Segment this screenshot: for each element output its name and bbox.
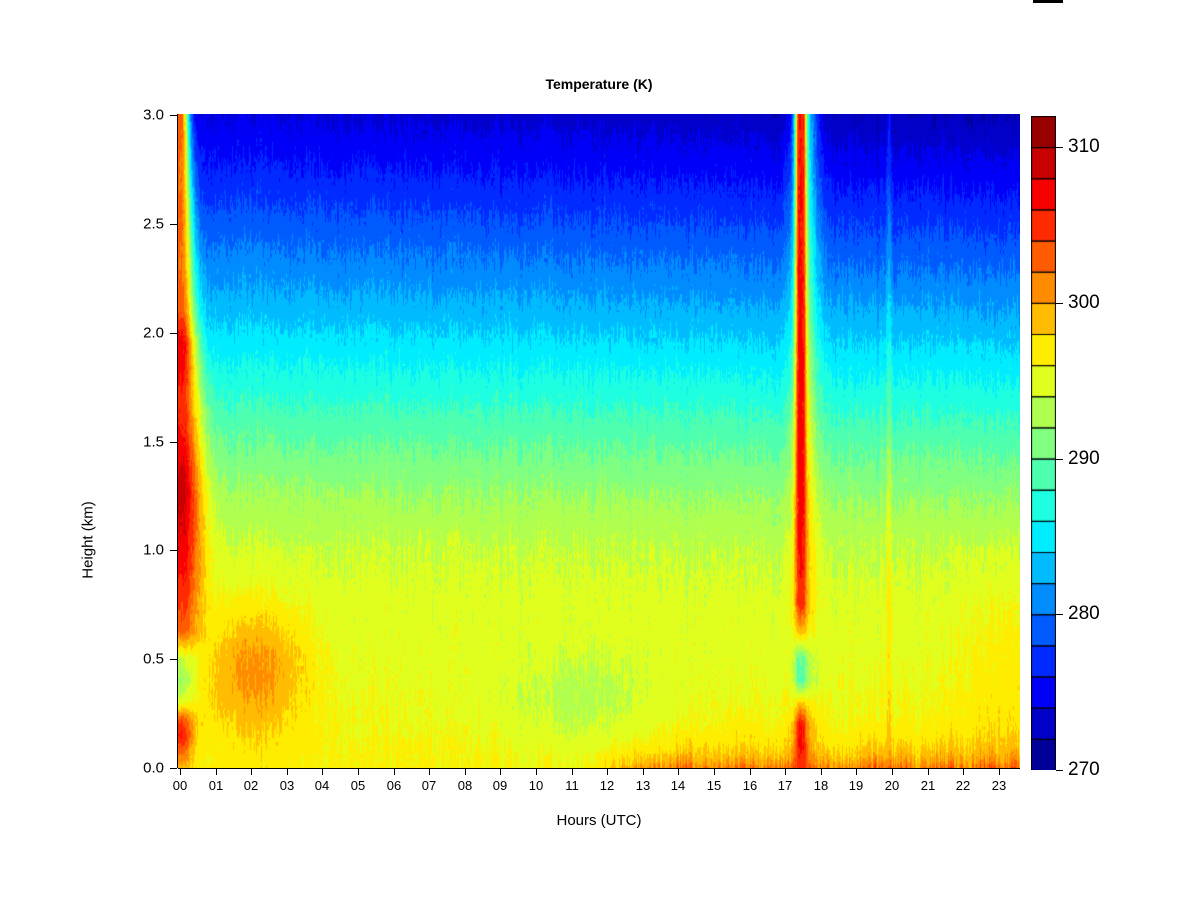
x-tick [287, 768, 288, 775]
y-tick [170, 550, 177, 551]
x-tick [465, 768, 466, 775]
x-tick [251, 768, 252, 775]
y-tick-label: 1.0 [143, 541, 164, 559]
x-tick-label: 07 [421, 778, 437, 793]
y-tick [170, 442, 177, 443]
y-tick [170, 768, 177, 769]
x-tick [928, 768, 929, 775]
x-tick [714, 768, 715, 775]
x-tick [678, 768, 679, 775]
x-tick-label: 19 [848, 778, 864, 793]
x-tick [963, 768, 964, 775]
y-tick-label: 3.0 [143, 106, 164, 124]
colorbar-tick [1056, 614, 1063, 615]
colorbar-tick [1056, 770, 1063, 771]
x-tick-label: 17 [777, 778, 793, 793]
x-tick [785, 768, 786, 775]
x-tick [322, 768, 323, 775]
y-tick-label: 1.5 [143, 433, 164, 451]
x-tick [856, 768, 857, 775]
x-tick [821, 768, 822, 775]
colorbar-tick-label: 310 [1068, 136, 1100, 157]
x-tick-label: 16 [742, 778, 758, 793]
x-tick-label: 18 [813, 778, 829, 793]
x-tick [892, 768, 893, 775]
y-tick [170, 659, 177, 660]
x-tick-label: 14 [670, 778, 686, 793]
y-tick [170, 115, 177, 116]
x-tick-label: 08 [457, 778, 473, 793]
colorbar-tick-label: 270 [1068, 759, 1100, 780]
x-tick [572, 768, 573, 775]
x-tick-label: 20 [884, 778, 900, 793]
x-axis-line [178, 768, 1020, 769]
x-tick [500, 768, 501, 775]
x-tick-label: 03 [279, 778, 295, 793]
x-tick [999, 768, 1000, 775]
x-tick [750, 768, 751, 775]
colorbar-tick-label: 300 [1068, 292, 1100, 313]
x-tick-label: 01 [208, 778, 224, 793]
colorbar-canvas [1031, 116, 1056, 770]
x-tick-label: 04 [314, 778, 330, 793]
x-tick-label: 00 [172, 778, 188, 793]
x-tick-label: 22 [955, 778, 971, 793]
y-tick [170, 224, 177, 225]
x-tick [358, 768, 359, 775]
x-axis-label: Hours (UTC) [556, 812, 642, 829]
x-tick [607, 768, 608, 775]
y-tick-label: 2.5 [143, 215, 164, 233]
x-tick [643, 768, 644, 775]
x-tick-label: 21 [920, 778, 936, 793]
y-tick-label: 2.0 [143, 324, 164, 342]
colorbar-tick [1056, 147, 1063, 148]
y-axis-line [177, 114, 178, 768]
x-tick-label: 02 [243, 778, 259, 793]
colorbar-tick [1056, 459, 1063, 460]
x-tick-label: 10 [528, 778, 544, 793]
temperature-heatmap-canvas [178, 114, 1020, 768]
x-tick-label: 15 [706, 778, 722, 793]
y-tick [170, 333, 177, 334]
y-tick-label: 0.5 [143, 650, 164, 668]
chart-title: Temperature (K) [545, 76, 653, 92]
colorbar-tick-label: 280 [1068, 603, 1100, 624]
x-tick [429, 768, 430, 775]
x-tick-label: 11 [565, 778, 579, 793]
y-tick-label: 0.0 [143, 759, 164, 777]
unknown-ui-artifact [1033, 0, 1063, 3]
x-tick-label: 05 [350, 778, 366, 793]
x-tick [180, 768, 181, 775]
x-tick [536, 768, 537, 775]
x-tick-label: 09 [492, 778, 508, 793]
x-tick [216, 768, 217, 775]
x-tick [394, 768, 395, 775]
x-tick-label: 13 [635, 778, 651, 793]
x-tick-label: 12 [599, 778, 615, 793]
y-axis-label: Height (km) [79, 501, 97, 579]
colorbar-tick [1056, 303, 1063, 304]
x-tick-label: 23 [991, 778, 1007, 793]
x-tick-label: 06 [386, 778, 402, 793]
colorbar-tick-label: 290 [1068, 448, 1100, 469]
